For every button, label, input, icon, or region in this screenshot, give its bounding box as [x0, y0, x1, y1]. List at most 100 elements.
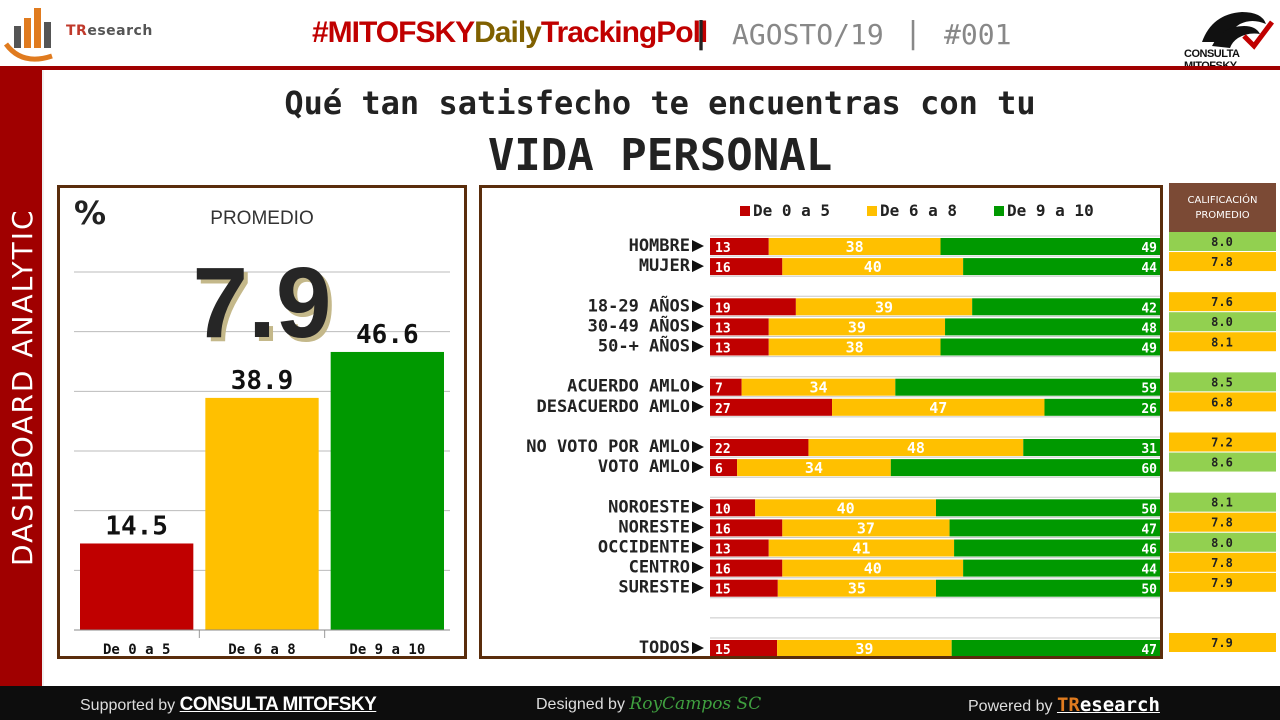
segment-value-label: 44 — [1141, 261, 1157, 276]
footer: Supported by CONSULTA MITOFSKY Designed … — [0, 686, 1280, 720]
bar-segment — [945, 318, 1160, 336]
segment-value-label: 47 — [1141, 643, 1157, 656]
segment-value-label: 22 — [715, 442, 731, 457]
header-divider — [0, 66, 1280, 70]
header-date: AGOSTO/19 — [732, 18, 884, 51]
average-value: 8.0 — [1211, 315, 1233, 329]
row-arrow-icon — [692, 300, 704, 313]
question-title: Qué tan satisfecho te encuentras con tu — [284, 84, 1036, 122]
consulta-mitofsky-logo-icon — [1202, 12, 1274, 50]
bar-segment — [768, 318, 946, 336]
bar-segment — [1023, 439, 1160, 456]
bar — [80, 543, 194, 630]
footer-powered-brand-rest: esearch — [1079, 694, 1160, 716]
segment-value-label: 15 — [715, 583, 731, 598]
average-cell — [1169, 432, 1276, 452]
bar-segment — [963, 258, 1160, 276]
x-tick-label: De 0 a 5 — [103, 642, 170, 658]
row-label: NO VOTO POR AMLO — [526, 437, 690, 457]
logo-text-rest: esearch — [87, 23, 153, 39]
row-label: 18-29 AÑOS — [588, 293, 690, 316]
row-arrow-icon — [692, 240, 704, 252]
row-label: 50-+ AÑOS — [598, 334, 690, 357]
bar-segment — [755, 499, 936, 517]
bar — [205, 397, 319, 630]
average-cell — [1169, 312, 1276, 332]
footer-powered-brand: TResearch — [1057, 694, 1160, 716]
segment-value-label: 37 — [857, 519, 875, 537]
row-label: CENTRO — [629, 558, 690, 578]
bar-segment — [710, 318, 769, 336]
average-value: 8.0 — [1211, 536, 1233, 550]
bar-segment — [951, 640, 1160, 656]
segment-value-label: 13 — [715, 342, 731, 357]
side-bar-label: DASHBOARD ANALYTIC — [5, 208, 39, 566]
segment-value-label: 34 — [805, 459, 823, 477]
bar-segment — [963, 559, 1160, 577]
row-arrow-icon — [692, 541, 704, 554]
segment-value-label: 40 — [864, 560, 882, 578]
row-label: ACUERDO AMLO — [567, 377, 690, 397]
bar-segment — [710, 298, 796, 316]
bar-segment — [710, 559, 783, 577]
bar-segment — [1044, 398, 1160, 416]
bar-value-label: 14.5 — [105, 511, 168, 541]
average-cell — [1169, 392, 1276, 412]
segment-value-label: 48 — [1141, 321, 1157, 336]
legend-label: De 9 a 10 — [1007, 201, 1094, 220]
side-bar-label-wrapper: DASHBOARD ANALYTIC — [0, 70, 44, 686]
row-arrow-icon — [692, 400, 704, 413]
average-value: 6.8 — [1211, 395, 1233, 409]
bar-segment — [710, 539, 769, 557]
average-value: 7.2 — [1211, 436, 1233, 450]
bar-segment — [777, 640, 952, 656]
bar-segment — [782, 519, 950, 537]
footer-powered: Powered by TResearch — [968, 694, 1160, 716]
header-separator: | — [904, 16, 923, 51]
row-arrow-icon — [692, 340, 704, 353]
average-value: 8.0 — [1211, 235, 1233, 249]
average-value: 7.8 — [1211, 556, 1233, 570]
average-value: 8.1 — [1211, 496, 1233, 510]
row-label: OCCIDENTE — [598, 538, 690, 558]
footer-supported-brand: CONSULTA MITOFSKY — [179, 694, 377, 715]
side-bar: DASHBOARD ANALYTIC — [0, 70, 44, 686]
average-value: 7.8 — [1211, 255, 1233, 269]
bar-segment — [710, 499, 756, 517]
segment-value-label: 16 — [715, 522, 731, 537]
row-label: DESACUERDO AMLO — [536, 397, 690, 417]
breakdown-stacked-bar-chart: De 0 a 5 De 6 a 8 De 9 a 10 HOMBRE 13 38 49 MUJ… — [526, 201, 1160, 656]
tresearch-logo-text: TResearch — [66, 23, 153, 39]
segment-value-label: 35 — [848, 580, 866, 598]
row-arrow-icon — [692, 501, 704, 514]
footer-designed-prefix: Designed by — [536, 696, 625, 713]
bar-segment — [710, 519, 783, 537]
row-arrow-icon — [692, 380, 704, 393]
segment-value-label: 19 — [715, 301, 731, 316]
hashtag-part-daily: Daily — [474, 16, 542, 49]
legend-swatch — [740, 206, 750, 216]
average-value: 8.5 — [1211, 375, 1233, 389]
average-value: 7.8 — [1211, 516, 1233, 530]
average-value: 8.1 — [1211, 335, 1233, 349]
bar-segment — [710, 238, 769, 255]
footer-supported: Supported by CONSULTA MITOFSKY — [80, 694, 377, 716]
hashtag-title: #MITOFSKYDailyTrackingPoll — [312, 16, 708, 50]
footer-supported-prefix: Supported by — [80, 697, 176, 714]
segment-value-label: 26 — [1141, 402, 1157, 417]
bar-segment — [710, 640, 778, 656]
average-cell — [1169, 252, 1276, 272]
row-label: TODOS — [639, 638, 690, 656]
average-value: 7.9 — [192, 247, 332, 359]
segment-value-label: 6 — [715, 462, 723, 477]
segment-value-label: 47 — [1141, 522, 1157, 537]
average-cell — [1169, 372, 1276, 392]
bar-segment — [949, 519, 1160, 537]
bar-segment — [940, 238, 1160, 255]
x-tick-label: De 6 a 8 — [228, 642, 295, 658]
row-arrow-icon — [692, 320, 704, 333]
row-arrow-icon — [692, 581, 704, 594]
segment-value-label: 42 — [1141, 301, 1157, 316]
segment-value-label: 59 — [1141, 382, 1157, 397]
average-cell — [1169, 512, 1276, 532]
